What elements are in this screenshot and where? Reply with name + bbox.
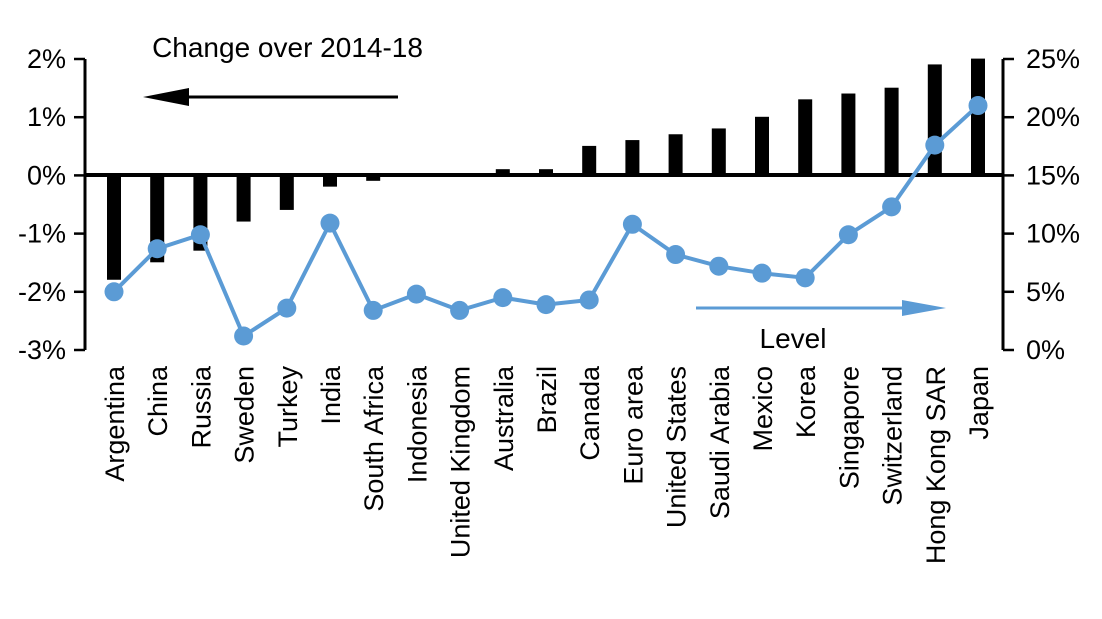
dot-sweden bbox=[234, 326, 254, 346]
dot-china bbox=[147, 239, 167, 259]
bar-korea bbox=[798, 99, 813, 175]
dot-mexico bbox=[752, 263, 772, 283]
dot-australia bbox=[493, 288, 513, 308]
dot-canada bbox=[579, 290, 599, 310]
category-label: Euro area bbox=[618, 365, 648, 485]
bar-turkey bbox=[279, 175, 294, 210]
bar-india bbox=[323, 175, 337, 187]
dot-brazil bbox=[536, 295, 556, 315]
bar-singapore bbox=[841, 93, 856, 175]
right-axis-tick-label: 20% bbox=[1026, 102, 1080, 132]
category-label: Singapore bbox=[834, 366, 864, 489]
right-axis-tick-label: 25% bbox=[1026, 44, 1080, 74]
bar-australia bbox=[495, 169, 510, 175]
dot-korea bbox=[795, 268, 815, 288]
category-label: Indonesia bbox=[402, 365, 432, 483]
left-axis-tick-label: -3% bbox=[18, 335, 66, 365]
bar-japan bbox=[971, 58, 985, 175]
bar-switzerland bbox=[884, 87, 899, 175]
dot-turkey bbox=[277, 298, 297, 318]
line-series-annotation: Level bbox=[759, 323, 827, 354]
bar-mexico bbox=[755, 116, 769, 175]
dot-indonesia bbox=[406, 284, 426, 304]
dot-switzerland bbox=[882, 197, 902, 217]
right-axis-tick-label: 0% bbox=[1026, 335, 1065, 365]
level-arrow-head-icon bbox=[902, 300, 946, 316]
left-axis-tick-label: 0% bbox=[27, 160, 66, 190]
category-label: Turkey bbox=[273, 366, 303, 448]
bar-brazil bbox=[539, 169, 553, 175]
dot-south-africa bbox=[363, 300, 383, 320]
dot-hong-kong-sar bbox=[925, 135, 945, 155]
category-label: South Africa bbox=[359, 365, 389, 512]
category-label: Switzerland bbox=[878, 366, 908, 506]
category-label: Brazil bbox=[532, 366, 562, 434]
category-label: Sweden bbox=[230, 366, 260, 464]
right-axis-tick-label: 10% bbox=[1026, 219, 1080, 249]
left-axis-tick-label: -2% bbox=[18, 277, 66, 307]
bar-euro-area bbox=[625, 140, 640, 175]
left-axis-tick-label: 2% bbox=[27, 44, 66, 74]
bar-argentina bbox=[107, 175, 121, 280]
category-label: Mexico bbox=[748, 366, 778, 452]
category-label: Argentina bbox=[100, 365, 130, 482]
bar-canada bbox=[582, 145, 597, 175]
dot-united-kingdom bbox=[450, 300, 470, 320]
category-label: Saudi Arabia bbox=[705, 365, 735, 519]
dot-saudi-arabia bbox=[709, 256, 729, 276]
bar-south-africa bbox=[366, 175, 381, 181]
right-axis-tick-label: 15% bbox=[1026, 160, 1080, 190]
bar-sweden bbox=[236, 175, 251, 222]
dot-argentina bbox=[104, 282, 124, 302]
change-arrow-head-icon bbox=[143, 88, 189, 106]
right-axis-tick-label: 5% bbox=[1026, 277, 1065, 307]
category-label: United Kingdom bbox=[446, 366, 476, 558]
dot-singapore bbox=[838, 225, 858, 245]
category-label: India bbox=[316, 365, 346, 425]
category-label: Canada bbox=[575, 365, 605, 461]
category-label: China bbox=[143, 365, 173, 437]
category-label: Australia bbox=[489, 365, 519, 471]
bar-hong-kong-sar bbox=[927, 64, 942, 175]
dot-united-states bbox=[666, 245, 686, 265]
bar-saudi-arabia bbox=[711, 128, 726, 175]
category-label: United States bbox=[662, 366, 692, 528]
dot-japan bbox=[968, 96, 988, 116]
bar-united-states bbox=[668, 134, 683, 175]
bar-series-annotation: Change over 2014-18 bbox=[152, 32, 423, 63]
category-label: Korea bbox=[791, 365, 821, 438]
dot-euro-area bbox=[622, 214, 642, 234]
left-axis-tick-label: 1% bbox=[27, 102, 66, 132]
category-label: Russia bbox=[186, 365, 216, 449]
dot-india bbox=[320, 213, 340, 233]
dot-russia bbox=[190, 225, 210, 245]
category-label: Japan bbox=[964, 366, 994, 440]
category-label: Hong Kong SAR bbox=[921, 366, 951, 564]
left-axis-tick-label: -1% bbox=[18, 219, 66, 249]
